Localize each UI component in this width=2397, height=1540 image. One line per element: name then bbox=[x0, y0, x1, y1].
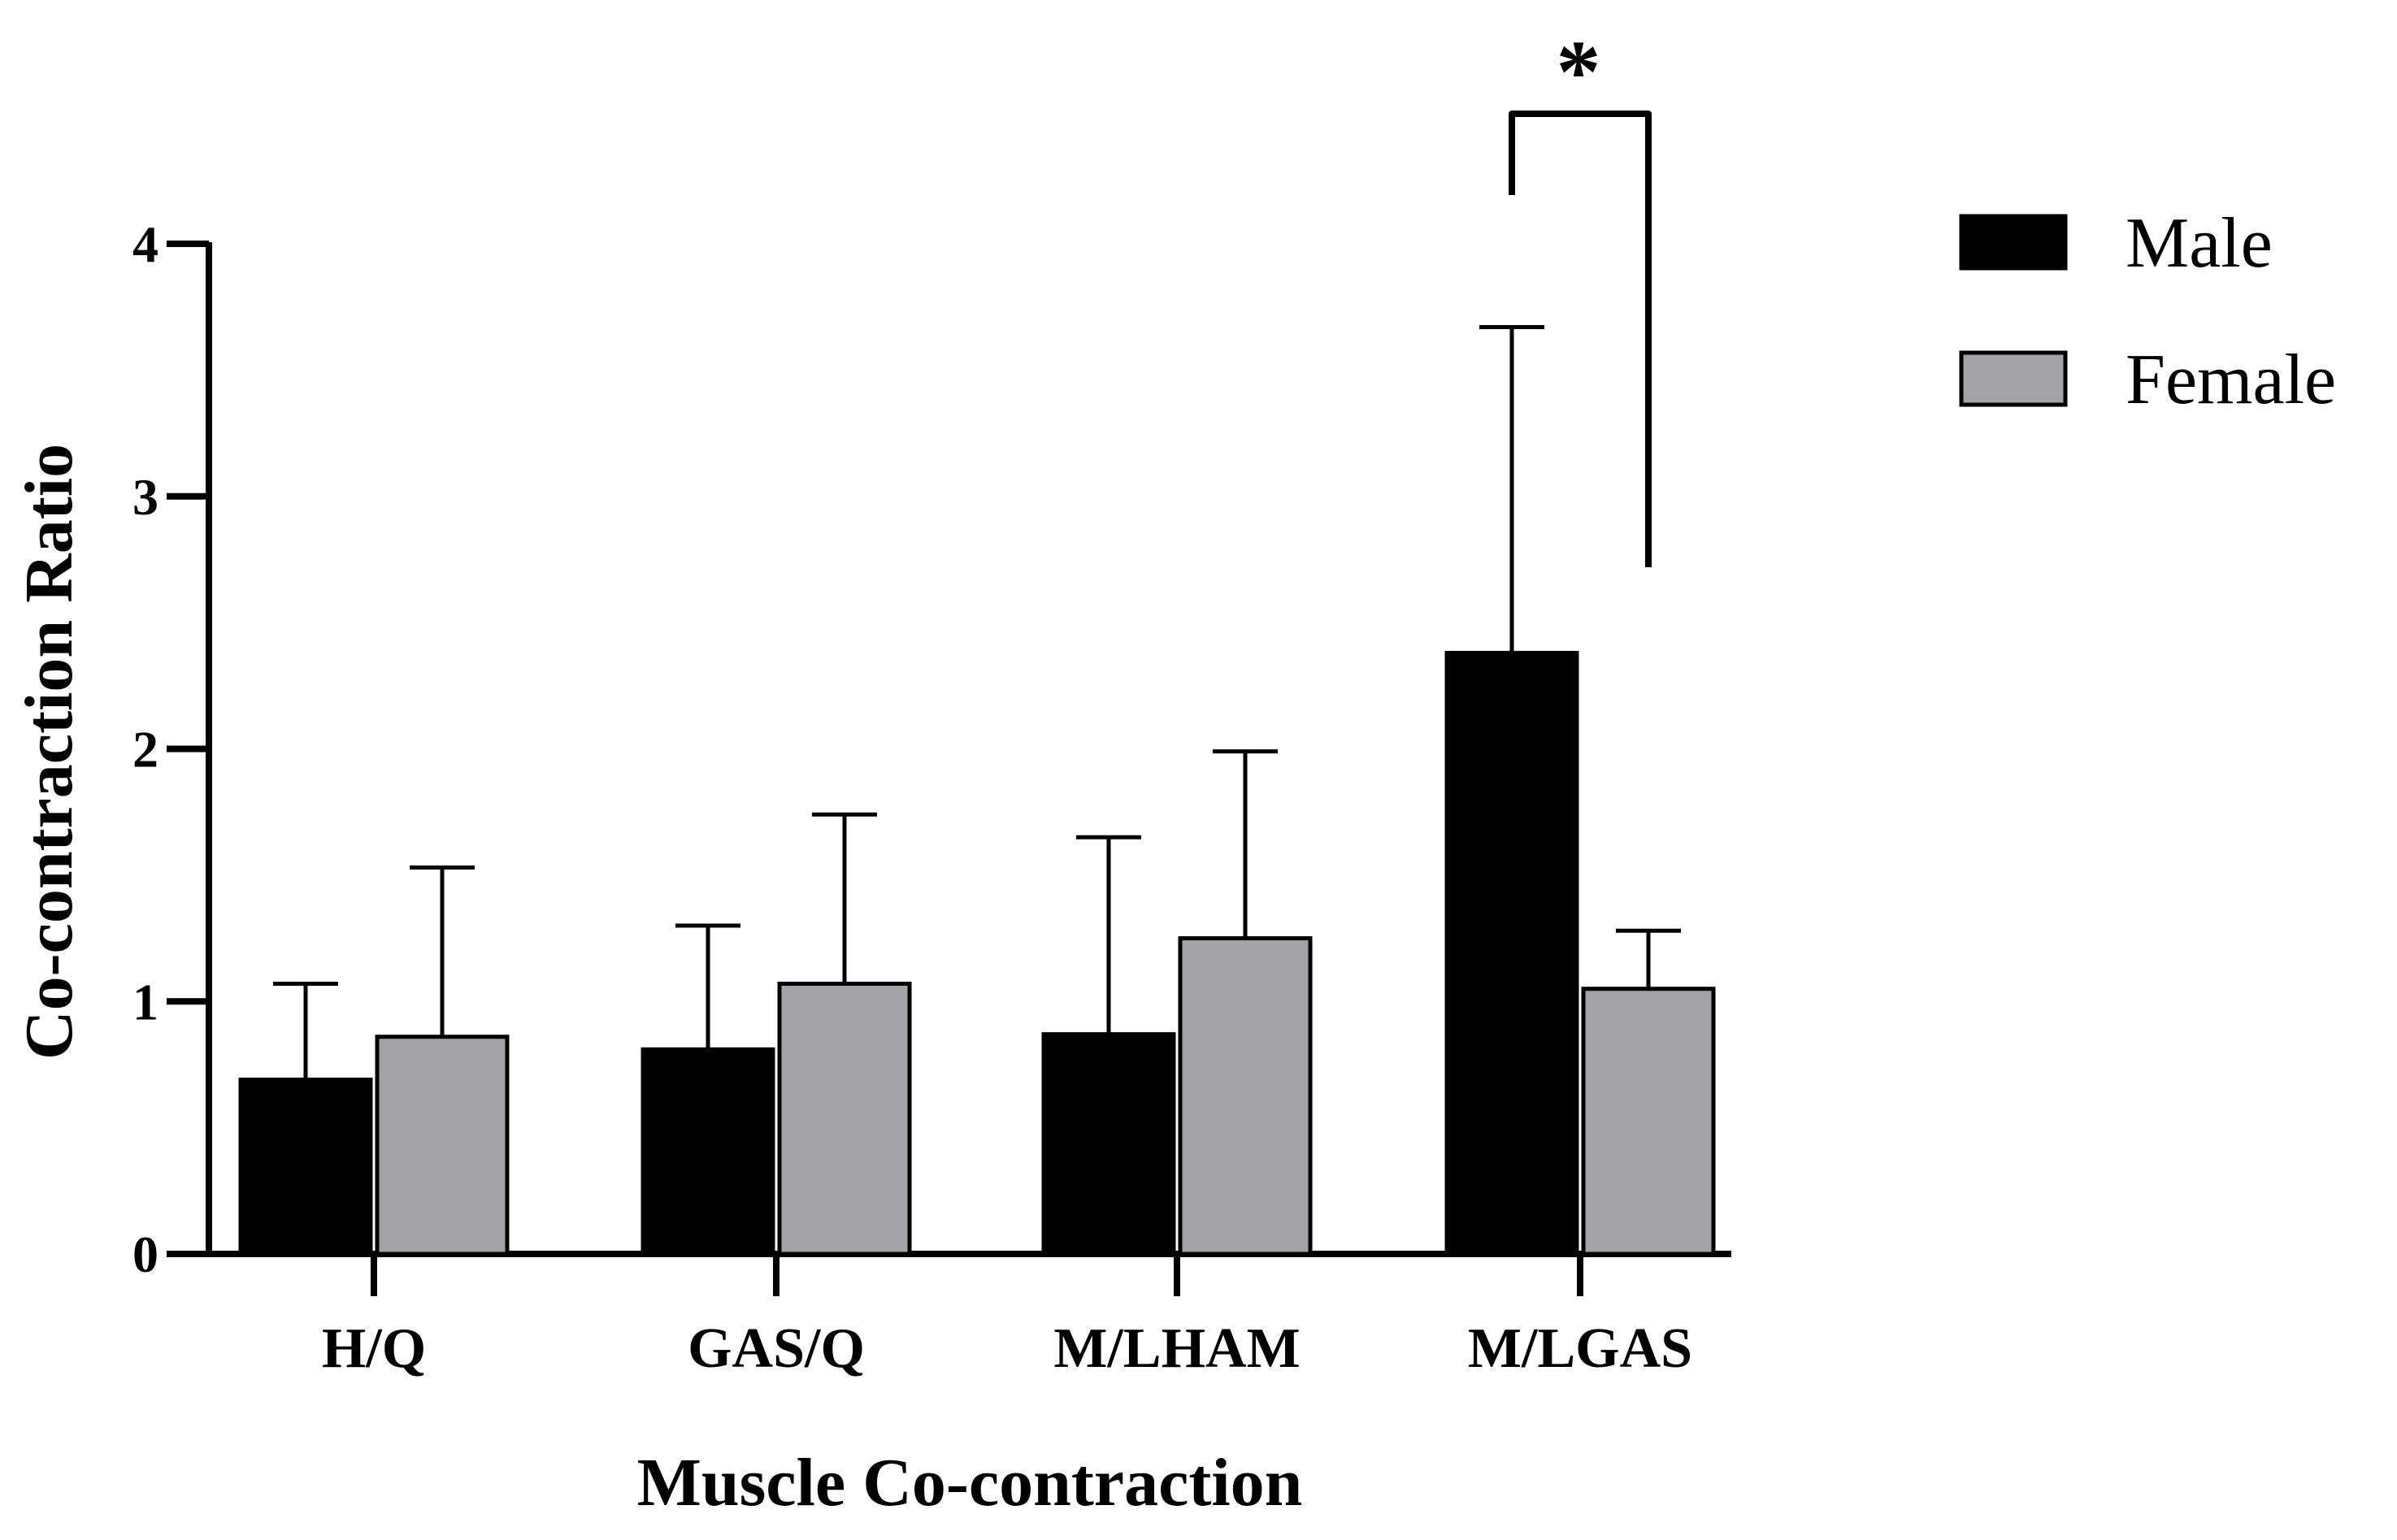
error-bars bbox=[273, 325, 1681, 1080]
legend: Male Female bbox=[1959, 204, 2336, 419]
legend-swatch-female bbox=[1959, 350, 2068, 407]
x-tick-label: H/Q bbox=[322, 1317, 426, 1380]
legend-label-female: Female bbox=[2126, 341, 2336, 419]
x-axis-title: Muscle Co-contraction bbox=[637, 1445, 1303, 1520]
bars bbox=[238, 650, 1716, 1256]
x-tick-label: M/LHAM bbox=[1053, 1317, 1300, 1380]
bar-male bbox=[641, 1047, 775, 1256]
bar-male bbox=[1041, 1032, 1176, 1256]
axis-labels: 0 1 2 3 4 H/Q GAS/Q M/LHAM M/LGAS Muscle Co-contr… bbox=[11, 215, 1692, 1520]
bar-female bbox=[1581, 987, 1716, 1256]
y-tick-label: 0 bbox=[132, 1225, 158, 1283]
significance-marker: * bbox=[1557, 22, 1601, 121]
y-tick-label: 2 bbox=[132, 721, 158, 779]
legend-label-male: Male bbox=[2126, 204, 2273, 283]
significance-annotation: * bbox=[1509, 22, 1652, 567]
bar-male bbox=[238, 1078, 373, 1256]
bar-female bbox=[777, 981, 912, 1256]
x-tick-label: M/LGAS bbox=[1468, 1317, 1692, 1380]
y-tick-label: 4 bbox=[132, 215, 158, 273]
bar-male bbox=[1444, 650, 1579, 1256]
y-tick-label: 1 bbox=[132, 973, 158, 1030]
legend-swatch-male bbox=[1959, 214, 2068, 271]
bar-female bbox=[1178, 936, 1313, 1256]
y-tick-label: 3 bbox=[132, 468, 158, 526]
y-axis-title: Co-contraction Ratio bbox=[11, 444, 87, 1060]
significance-bracket bbox=[1509, 111, 1652, 567]
bar-female bbox=[375, 1035, 510, 1256]
x-tick-label: GAS/Q bbox=[688, 1317, 865, 1380]
